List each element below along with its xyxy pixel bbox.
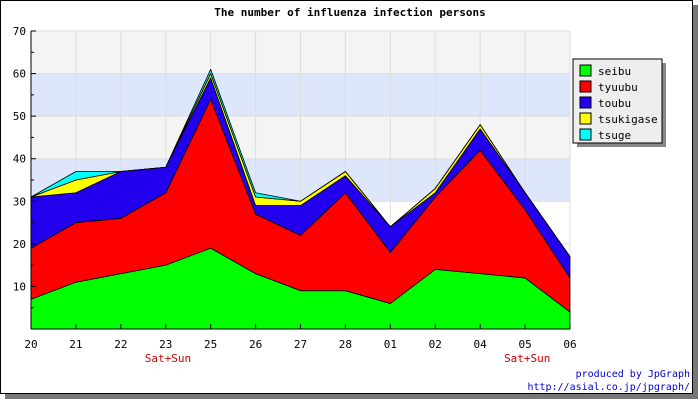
credit-url[interactable]: http://asial.co.jp/jpgraph/ <box>527 382 690 393</box>
y-tick-label: 20 <box>13 238 26 251</box>
x-sublabel: Sat+Sun <box>504 352 550 365</box>
x-tick-label: 28 <box>339 338 352 351</box>
y-tick-label: 50 <box>13 110 26 123</box>
legend-swatch-toubu <box>579 96 592 109</box>
legend-label-tyuubu: tyuubu <box>598 81 638 94</box>
x-sublabel: Sat+Sun <box>145 352 191 365</box>
x-tick-label: 21 <box>69 338 82 351</box>
legend-swatch-tyuubu <box>579 80 592 93</box>
y-tick-label: 10 <box>13 280 26 293</box>
y-tick-label: 40 <box>13 153 26 166</box>
chart-title: The number of influenza infection person… <box>214 6 486 19</box>
legend-label-seibu: seibu <box>598 65 631 78</box>
x-tick-label: 27 <box>294 338 307 351</box>
legend-swatch-tsukigase <box>579 112 592 125</box>
y-tick-label: 60 <box>13 68 26 81</box>
area-series-tsuge <box>30 68 571 258</box>
x-tick-label: 22 <box>114 338 127 351</box>
x-tick-label: 20 <box>24 338 37 351</box>
y-tick-label: 70 <box>13 25 26 38</box>
x-tick-label: 01 <box>384 338 397 351</box>
x-tick-label: 05 <box>518 338 531 351</box>
legend-label-toubu: toubu <box>598 97 631 110</box>
x-tick-label: 26 <box>249 338 262 351</box>
x-tick-label: 25 <box>204 338 217 351</box>
x-tick-label: 02 <box>429 338 442 351</box>
legend-label-tsukigase: tsukigase <box>598 113 658 126</box>
legend-label-tsuge: tsuge <box>598 129 631 142</box>
y-tick-labels: 10 20 30 40 50 60 70 <box>13 25 26 293</box>
x-tick-labels: 20 21 Sat+Sun 22 23 25 26 27 28 01 02 Sat+Sun 04 05 06 <box>24 338 576 365</box>
x-tick-label: 06 <box>563 338 576 351</box>
x-tick-label: 04 <box>474 338 488 351</box>
y-tick-label: 30 <box>13 195 26 208</box>
legend-swatch-seibu <box>579 64 592 77</box>
legend-swatch-tsuge <box>579 128 592 141</box>
x-tick-label: 23 <box>159 338 172 351</box>
axes <box>30 30 571 330</box>
legend: seibu tyuubu toubu tsukigase tsuge <box>572 58 666 147</box>
credit-produced-by: produced by JpGraph <box>576 369 690 380</box>
